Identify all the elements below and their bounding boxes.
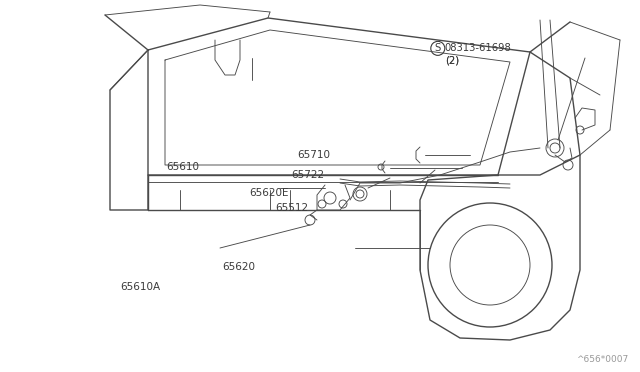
Text: (2): (2)	[445, 55, 459, 65]
Text: 65512: 65512	[275, 203, 308, 213]
Text: 65610: 65610	[166, 162, 200, 171]
Text: 08313-61698: 08313-61698	[445, 44, 511, 53]
Text: 65610A: 65610A	[120, 282, 161, 292]
Text: 65620: 65620	[223, 262, 256, 272]
Text: 65710: 65710	[298, 151, 331, 160]
Text: (2): (2)	[445, 55, 459, 65]
Text: ^656*0007: ^656*0007	[576, 355, 628, 364]
Text: 65620E: 65620E	[250, 188, 289, 198]
Text: 65722: 65722	[291, 170, 324, 180]
Text: S: S	[435, 44, 441, 53]
